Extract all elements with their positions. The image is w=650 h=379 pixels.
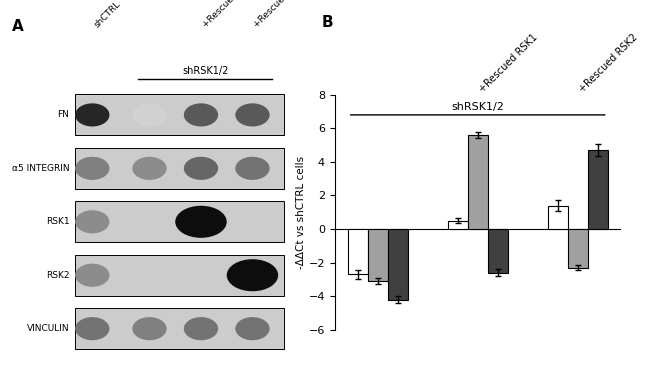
Bar xyxy=(468,135,488,229)
Bar xyxy=(75,94,284,135)
Ellipse shape xyxy=(184,317,218,340)
Ellipse shape xyxy=(133,157,166,180)
Ellipse shape xyxy=(235,103,270,127)
Text: A: A xyxy=(12,19,24,34)
Y-axis label: -ΔΔCt vs shCTRL cells: -ΔΔCt vs shCTRL cells xyxy=(296,156,306,269)
Bar xyxy=(488,229,508,273)
Text: B: B xyxy=(322,15,333,30)
Ellipse shape xyxy=(75,210,109,233)
Bar xyxy=(548,205,567,229)
Text: FN: FN xyxy=(58,110,70,119)
Text: shRSK1/2: shRSK1/2 xyxy=(451,102,504,113)
Text: VINCULIN: VINCULIN xyxy=(27,324,70,333)
Ellipse shape xyxy=(75,264,109,287)
Bar xyxy=(348,229,368,274)
Ellipse shape xyxy=(133,317,166,340)
Text: +Rescued RSK1: +Rescued RSK1 xyxy=(201,0,259,30)
Bar xyxy=(388,229,408,299)
Text: +Rescued RSK2: +Rescued RSK2 xyxy=(252,0,310,30)
Ellipse shape xyxy=(227,259,278,291)
Text: RSK2: RSK2 xyxy=(46,271,70,280)
Ellipse shape xyxy=(235,157,270,180)
Ellipse shape xyxy=(176,206,227,238)
Bar xyxy=(75,308,284,349)
Text: shRSK1/2: shRSK1/2 xyxy=(182,66,228,76)
Bar xyxy=(567,229,588,268)
Bar xyxy=(75,148,284,189)
Ellipse shape xyxy=(75,157,109,180)
Text: shCTRL: shCTRL xyxy=(92,0,122,30)
Bar xyxy=(448,221,468,229)
Bar xyxy=(588,150,608,229)
Bar xyxy=(75,201,284,242)
Ellipse shape xyxy=(75,103,109,127)
Text: +Rescued RSK2: +Rescued RSK2 xyxy=(578,33,640,95)
Text: RSK1: RSK1 xyxy=(46,217,70,226)
Ellipse shape xyxy=(184,103,218,127)
Text: +Rescued RSK1: +Rescued RSK1 xyxy=(478,33,540,95)
Ellipse shape xyxy=(133,103,166,127)
Bar xyxy=(75,255,284,296)
Text: α5 INTEGRIN: α5 INTEGRIN xyxy=(12,164,70,173)
Ellipse shape xyxy=(235,317,270,340)
Ellipse shape xyxy=(75,317,109,340)
Bar xyxy=(368,229,388,281)
Ellipse shape xyxy=(184,157,218,180)
